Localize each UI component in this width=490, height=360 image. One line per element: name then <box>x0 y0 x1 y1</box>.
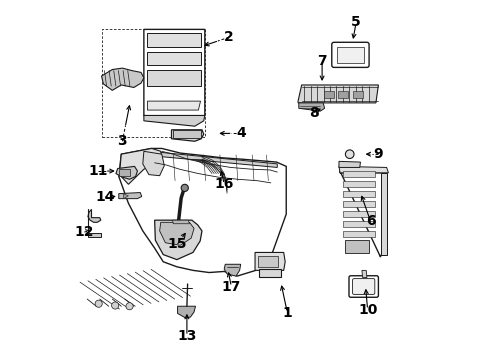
Bar <box>343 221 375 227</box>
Text: 8: 8 <box>309 105 318 120</box>
Text: 17: 17 <box>221 280 241 294</box>
Bar <box>338 91 348 98</box>
Polygon shape <box>120 148 162 184</box>
Circle shape <box>126 303 133 310</box>
Polygon shape <box>150 151 277 167</box>
Bar <box>258 256 278 267</box>
Polygon shape <box>88 210 101 222</box>
Polygon shape <box>172 130 204 141</box>
Polygon shape <box>119 193 142 199</box>
Polygon shape <box>155 220 202 260</box>
Text: 11: 11 <box>88 164 108 178</box>
Bar <box>337 47 364 63</box>
Bar <box>353 91 363 98</box>
Text: 9: 9 <box>373 147 383 161</box>
Polygon shape <box>144 116 205 126</box>
Polygon shape <box>259 269 281 277</box>
FancyBboxPatch shape <box>353 279 375 294</box>
Polygon shape <box>224 264 241 276</box>
Bar <box>343 201 375 207</box>
Circle shape <box>112 302 119 309</box>
Polygon shape <box>172 220 190 224</box>
Polygon shape <box>88 233 101 237</box>
Circle shape <box>95 300 102 307</box>
Polygon shape <box>381 173 387 255</box>
Bar <box>120 169 130 176</box>
Text: 15: 15 <box>168 237 187 251</box>
Polygon shape <box>116 166 137 179</box>
Text: 5: 5 <box>351 15 361 29</box>
Circle shape <box>345 150 354 158</box>
Text: 13: 13 <box>177 329 196 343</box>
Polygon shape <box>298 85 378 103</box>
Bar <box>345 240 368 253</box>
Bar <box>147 51 200 65</box>
Polygon shape <box>339 161 361 167</box>
Bar <box>147 33 200 46</box>
Polygon shape <box>144 30 205 123</box>
Bar <box>147 70 200 86</box>
Text: 6: 6 <box>366 214 375 228</box>
Text: 4: 4 <box>237 126 246 140</box>
Text: 2: 2 <box>224 30 234 44</box>
FancyBboxPatch shape <box>332 42 369 67</box>
Circle shape <box>181 184 188 192</box>
Polygon shape <box>339 166 389 173</box>
Polygon shape <box>340 171 387 257</box>
Bar <box>173 130 201 138</box>
Bar <box>343 191 375 197</box>
Text: 10: 10 <box>358 303 377 317</box>
Polygon shape <box>119 148 286 276</box>
Text: 3: 3 <box>118 134 127 148</box>
Text: 7: 7 <box>318 54 327 68</box>
Polygon shape <box>101 68 144 90</box>
Text: 16: 16 <box>215 177 234 191</box>
Polygon shape <box>299 103 324 111</box>
Bar <box>343 181 375 187</box>
Polygon shape <box>177 306 196 318</box>
Polygon shape <box>123 194 128 199</box>
Polygon shape <box>147 101 200 110</box>
Polygon shape <box>255 252 285 270</box>
Text: 12: 12 <box>74 225 94 239</box>
Bar <box>343 231 375 237</box>
Polygon shape <box>362 270 367 278</box>
Polygon shape <box>143 151 164 176</box>
Text: 1: 1 <box>282 306 292 320</box>
Bar <box>324 91 334 98</box>
FancyBboxPatch shape <box>349 276 378 297</box>
Polygon shape <box>160 222 194 245</box>
Bar <box>343 171 375 177</box>
Text: 14: 14 <box>96 190 115 204</box>
Bar <box>343 211 375 217</box>
